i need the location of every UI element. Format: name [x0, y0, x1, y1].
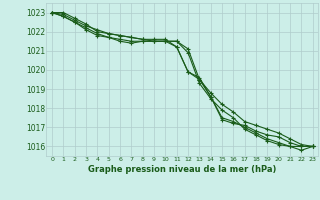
- X-axis label: Graphe pression niveau de la mer (hPa): Graphe pression niveau de la mer (hPa): [88, 165, 276, 174]
